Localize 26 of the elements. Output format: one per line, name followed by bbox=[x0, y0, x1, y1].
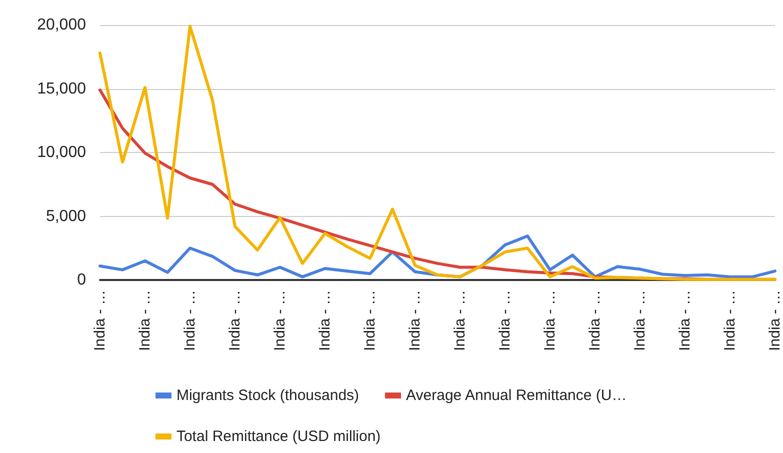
y-tick-label: 5,000 bbox=[46, 208, 86, 225]
x-tick-label: India - … bbox=[542, 290, 558, 351]
y-tick-label: 20,000 bbox=[37, 16, 86, 34]
y-tick-label: 10,000 bbox=[37, 144, 86, 161]
x-tick-label: India - … bbox=[272, 290, 288, 351]
x-tick-label: India - … bbox=[586, 290, 604, 351]
x-tick-label: India - … bbox=[362, 290, 378, 351]
x-tick-label: India - … bbox=[92, 290, 108, 351]
x-tick-label: India - … bbox=[226, 290, 244, 351]
x-tick-label: India - … bbox=[676, 290, 694, 351]
line-series bbox=[98, 234, 776, 278]
line-series bbox=[98, 24, 776, 281]
y-tick-label: 15,000 bbox=[37, 80, 86, 98]
x-tick-label: India - … bbox=[722, 290, 738, 351]
x-tick-label: India - … bbox=[496, 290, 514, 351]
legend-label: Migrants Stock (thousands) bbox=[176, 387, 360, 404]
x-tick-label: India - … bbox=[452, 290, 468, 351]
x-tick-label: India - … bbox=[316, 290, 334, 351]
x-tick-label: India - … bbox=[632, 290, 648, 351]
y-tick-label: 0 bbox=[77, 272, 86, 288]
x-tick-label: India - … bbox=[136, 290, 154, 351]
x-tick-label: India - … bbox=[182, 290, 198, 351]
legend-label: Total Remittance (USD million) bbox=[176, 428, 381, 445]
legend-label: Average Annual Remittance (U… bbox=[406, 387, 627, 404]
x-tick-label: India - … bbox=[766, 290, 783, 351]
x-tick-label: India - … bbox=[406, 290, 424, 351]
